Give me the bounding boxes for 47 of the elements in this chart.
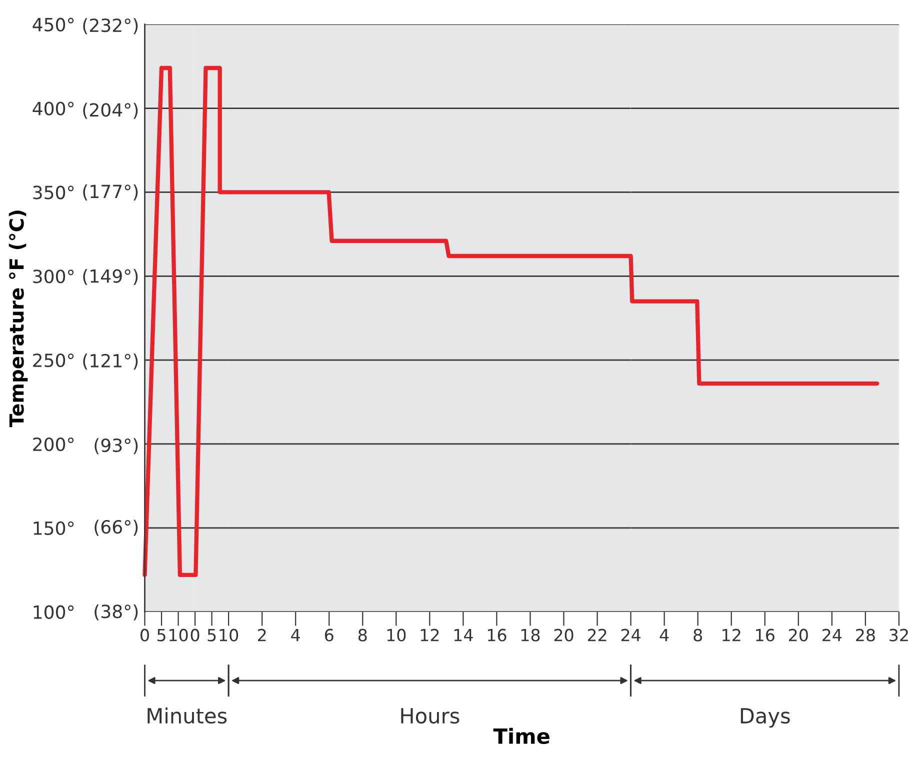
x-tick-label: 12 [420,628,439,642]
text: Days [740,708,790,728]
text: Hours [401,708,460,724]
y-tick-label: 450° [32,18,74,32]
x-tick-label: 10 [387,628,406,642]
x-tick-label: 5 [208,629,216,642]
x-tick-label: 4 [291,629,300,642]
x-tick-label: 12 [722,628,740,642]
x-tick-label: 24 [822,628,842,642]
y-tick-label: 300° [33,270,74,284]
x-tick-label: 2 [258,628,266,642]
x-tick-label: 32 [890,628,908,642]
x-tick-label: 20 [789,628,808,642]
x-tick-label: 16 [488,628,506,642]
x-tick-label: 18 [521,628,540,642]
x-tick-label: 0 [140,628,149,642]
x-tick-label: 22 [588,628,606,642]
x-tick-label: 14 [454,629,473,642]
y2-tick-label: (232°) [83,18,138,34]
x-tick-label: 16 [756,628,774,642]
y2-tick-label: (93°) [94,438,138,454]
text: Minutes [148,708,227,724]
y-tick-label: 350° [33,186,74,200]
x-tick-label: 5 [158,629,166,642]
y-tick-label: 150° [34,521,74,536]
y2-tick-label: (38°) [94,604,138,620]
y2-tick-label: (204°) [83,102,138,119]
x-axis-title: Time [493,728,550,744]
x-tick-label: 8 [358,628,367,642]
x-tick-label: 10 [170,628,188,642]
x-tick-label: 20 [554,628,574,642]
y-tick-label: 200° [33,437,74,452]
x-tick-label: 0 [190,628,200,642]
y2-tick-label: (66°) [94,520,138,536]
x-tick-label: 4 [660,629,669,642]
x-tick-label: 28 [856,628,875,642]
y-tick-label: 100° [34,605,74,619]
x-tick-label: 10 [220,628,238,642]
y-tick-label: 400° [32,102,74,116]
x-tick-label: 24 [621,628,640,642]
y-tick-label: 250° [33,354,74,368]
y2-tick-label: (177°) [83,184,138,200]
y-axis-title: Temperature °F (°C) [8,210,28,428]
x-tick-label: 6 [324,628,334,642]
y2-tick-label: (121°) [83,354,138,370]
y2-tick-label: (149°) [83,268,138,286]
x-tick-label: 8 [694,628,702,642]
